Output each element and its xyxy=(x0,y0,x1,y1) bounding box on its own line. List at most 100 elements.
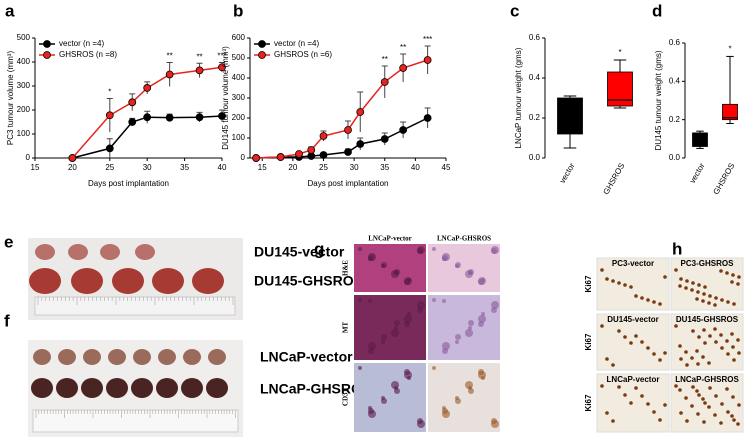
row-label: MT xyxy=(342,322,350,334)
marker xyxy=(344,126,352,134)
tumour xyxy=(181,378,203,398)
stained-nucleus xyxy=(646,298,650,302)
stained-nucleus xyxy=(640,296,644,300)
tissue-detail xyxy=(368,299,372,303)
stained-nucleus xyxy=(732,302,736,306)
y-tick-label: 400 xyxy=(17,57,31,66)
marker xyxy=(319,132,328,140)
marker xyxy=(105,111,114,120)
panel-letter: f xyxy=(4,311,10,330)
x-tick-label: 40 xyxy=(218,163,227,172)
stained-nucleus xyxy=(605,411,609,415)
stained-nucleus xyxy=(629,401,633,405)
tumour xyxy=(131,378,153,398)
y-tick-label: 200 xyxy=(232,113,246,122)
micrograph xyxy=(596,373,670,433)
stained-nucleus xyxy=(684,286,688,290)
x-tick-label: 35 xyxy=(380,163,389,172)
tissue-detail xyxy=(417,301,425,309)
stained-nucleus xyxy=(690,404,694,408)
marker xyxy=(399,126,408,134)
stained-nucleus xyxy=(634,334,638,338)
marker xyxy=(356,108,365,116)
tumour xyxy=(56,378,78,398)
stained-nucleus xyxy=(697,335,701,339)
micrograph xyxy=(596,313,670,371)
photo-label: LNCaP-GHSROS xyxy=(260,381,371,397)
micrograph xyxy=(670,313,744,371)
tissue-detail xyxy=(491,248,497,254)
tumour xyxy=(183,349,201,365)
stained-nucleus xyxy=(663,351,667,355)
y-axis-title: DU145 tumour weight (gms) xyxy=(654,50,663,150)
panel-letter: e xyxy=(4,232,13,251)
panel-letter: h xyxy=(672,239,682,258)
marker xyxy=(399,64,408,72)
x-tick-label: 40 xyxy=(411,163,420,172)
significance: * xyxy=(618,48,621,57)
stained-nucleus xyxy=(652,410,656,414)
stained-nucleus xyxy=(697,283,701,287)
significance: *** xyxy=(217,52,226,61)
micrograph xyxy=(670,257,744,311)
stained-nucleus xyxy=(646,402,650,406)
column-label: LNCaP-vector xyxy=(368,235,412,243)
micrograph xyxy=(670,373,744,433)
tumour xyxy=(108,349,126,365)
tile-label: DU145-GHSROS xyxy=(676,315,739,324)
stained-nucleus xyxy=(600,324,604,328)
tissue-detail xyxy=(391,329,399,337)
tissue-detail xyxy=(468,320,474,326)
y-tick-label: 0.4 xyxy=(529,73,541,82)
marker xyxy=(218,112,226,120)
tissue-detail xyxy=(478,279,484,285)
x-axis-title: Days post implantation xyxy=(88,179,169,188)
tumour xyxy=(31,378,53,398)
tumour xyxy=(133,349,151,365)
stained-nucleus xyxy=(658,418,662,422)
tissue-detail xyxy=(404,315,412,323)
significance: * xyxy=(728,45,731,54)
box xyxy=(557,97,583,135)
stained-nucleus xyxy=(737,403,741,407)
tissue-detail xyxy=(391,270,399,278)
stained-nucleus xyxy=(617,329,621,333)
panel-letter: a xyxy=(5,1,15,20)
stained-nucleus xyxy=(726,410,730,414)
marker xyxy=(380,135,389,143)
y-tick-label: 0 xyxy=(26,153,31,162)
stained-nucleus xyxy=(617,281,621,285)
stained-nucleus xyxy=(714,394,718,398)
stained-nucleus xyxy=(695,349,699,353)
stained-nucleus xyxy=(713,303,717,307)
x-tick-label: 30 xyxy=(350,163,359,172)
stained-nucleus xyxy=(600,268,604,272)
stained-nucleus xyxy=(634,294,638,298)
tissue-detail xyxy=(394,320,400,326)
marker xyxy=(128,118,137,126)
tissue-detail xyxy=(478,369,484,375)
stained-nucleus xyxy=(736,422,740,426)
panel-letter: d xyxy=(652,1,662,20)
stained-nucleus xyxy=(731,345,735,349)
stained-nucleus xyxy=(684,396,688,400)
tissue-detail xyxy=(358,247,362,251)
y-tick-label: 0.6 xyxy=(529,33,541,42)
marker xyxy=(128,98,137,107)
stained-nucleus xyxy=(720,402,724,406)
x-tick-label: 45 xyxy=(442,163,451,172)
significance: ** xyxy=(382,55,388,64)
stained-nucleus xyxy=(732,418,736,422)
tissue-detail xyxy=(404,369,410,375)
tissue-detail xyxy=(478,315,486,323)
stained-nucleus xyxy=(691,329,695,333)
tissue-detail xyxy=(358,366,362,370)
tissue-detail xyxy=(404,279,410,285)
tissue-detail xyxy=(465,270,473,278)
tumour xyxy=(208,349,226,365)
x-tick-label: 20 xyxy=(288,163,297,172)
stained-nucleus xyxy=(629,285,633,289)
stained-nucleus xyxy=(623,393,627,397)
y-tick-label: 300 xyxy=(17,81,31,90)
stained-nucleus xyxy=(731,395,735,399)
